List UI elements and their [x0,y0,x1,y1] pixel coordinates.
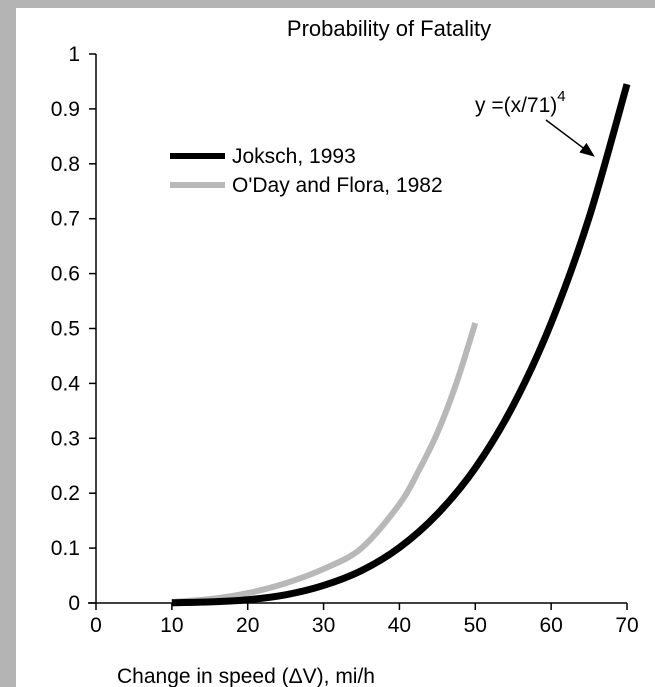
annotation-formula-exponent: 4 [557,88,565,105]
y-tick-label: 0.7 [51,208,80,231]
series-layer [171,83,631,607]
annotation-arrow [545,119,595,157]
x-tick-label: 30 [312,614,335,637]
chart-frame: Probability of Fatality 0 0.1 0.2 0.3 0.4 0.5… [16,8,655,687]
x-tick-label: 20 [236,614,259,637]
x-tick-label: 0 [90,614,102,637]
legend: Joksch, 1993 O'Day and Flora, 1982 [170,145,443,197]
annotation-formula-base: y =(x/71) [475,94,557,117]
y-tick-label: 0.6 [51,263,80,286]
y-axis-ticks: 0 0.1 0.2 0.3 0.4 0.5 0.6 0.7 0.8 0.9 1 [51,43,96,615]
y-tick-label: 0.8 [51,153,80,176]
x-tick-label: 10 [160,614,183,637]
x-axis-ticks: 0 10 20 30 40 50 60 70 [90,603,639,637]
fatality-chart: Probability of Fatality 0 0.1 0.2 0.3 0.4 0.5… [51,16,639,687]
y-tick-label: 0.4 [51,372,81,395]
y-tick-label: 1 [68,43,80,66]
x-tick-label: 50 [464,614,487,637]
x-tick-label: 70 [615,614,638,637]
y-tick-label: 0.2 [51,482,80,505]
y-tick-label: 0.9 [51,98,80,121]
x-tick-label: 60 [539,614,562,637]
series-line-1 [171,322,479,605]
y-tick-label: 0.3 [51,427,80,450]
x-tick-label: 40 [388,614,411,637]
curve-annotation: y =(x/71)4 [475,88,595,157]
legend-label: O'Day and Flora, 1982 [232,174,443,197]
x-axis-title: Change in speed (ΔV), mi/h [117,665,375,687]
series-line-0 [171,83,631,607]
chart-title: Probability of Fatality [287,16,491,41]
legend-label: Joksch, 1993 [232,145,356,168]
y-tick-label: 0 [68,592,80,615]
annotation-formula: y =(x/71)4 [475,88,566,117]
y-tick-label: 0.1 [51,537,80,560]
y-tick-label: 0.5 [51,318,80,341]
